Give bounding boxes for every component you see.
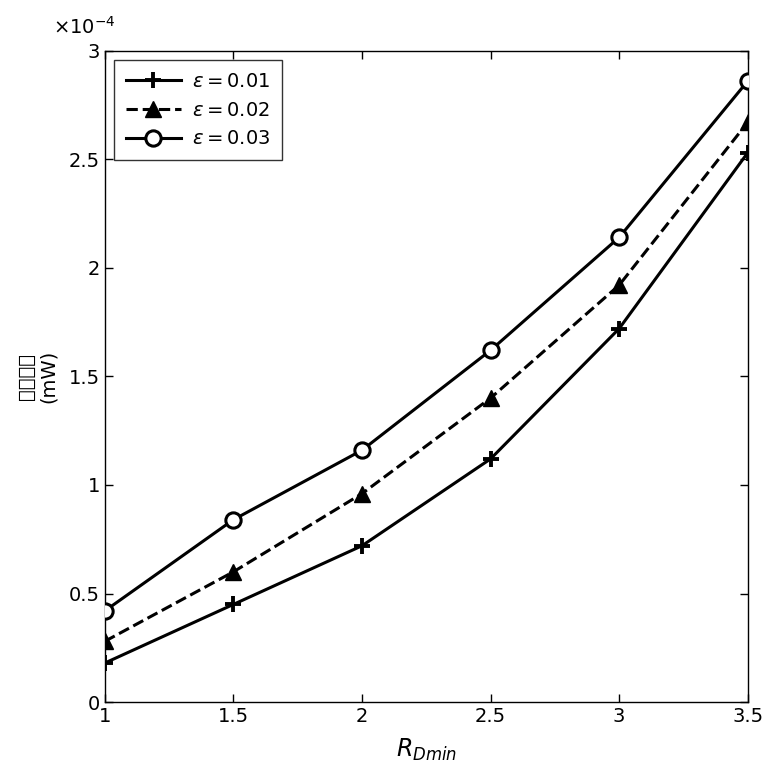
$\epsilon = 0.02$ xyxy=(229,567,238,576)
$\epsilon = 0.01$ xyxy=(615,324,624,333)
$\epsilon = 0.03$ xyxy=(357,445,367,455)
$\epsilon = 0.01$ xyxy=(743,148,753,158)
$\epsilon = 0.03$ xyxy=(100,606,109,615)
$\epsilon = 0.02$ xyxy=(357,489,367,498)
Line: $\epsilon = 0.03$: $\epsilon = 0.03$ xyxy=(98,73,755,619)
$\epsilon = 0.01$ xyxy=(486,454,495,463)
$\epsilon = 0.03$ xyxy=(743,76,753,86)
Text: $\times10^{-4}$: $\times10^{-4}$ xyxy=(53,16,116,37)
$\epsilon = 0.02$ xyxy=(486,393,495,402)
X-axis label: $R_{Dmin}$: $R_{Dmin}$ xyxy=(395,737,457,764)
$\epsilon = 0.03$ xyxy=(486,346,495,355)
$\epsilon = 0.01$ xyxy=(229,600,238,609)
Legend: $\epsilon = 0.01$, $\epsilon = 0.02$, $\epsilon = 0.03$: $\epsilon = 0.01$, $\epsilon = 0.02$, $\… xyxy=(115,60,282,160)
$\epsilon = 0.03$ xyxy=(229,515,238,524)
$\epsilon = 0.01$ xyxy=(357,541,367,551)
$\epsilon = 0.03$ xyxy=(615,232,624,242)
Line: $\epsilon = 0.01$: $\epsilon = 0.01$ xyxy=(98,145,755,671)
$\epsilon = 0.01$ xyxy=(100,658,109,668)
$\epsilon = 0.02$ xyxy=(100,636,109,646)
$\epsilon = 0.02$ xyxy=(743,118,753,127)
$\epsilon = 0.02$ xyxy=(615,281,624,290)
Y-axis label: 传输功率
(mW): 传输功率 (mW) xyxy=(16,349,58,403)
Line: $\epsilon = 0.02$: $\epsilon = 0.02$ xyxy=(98,115,755,649)
